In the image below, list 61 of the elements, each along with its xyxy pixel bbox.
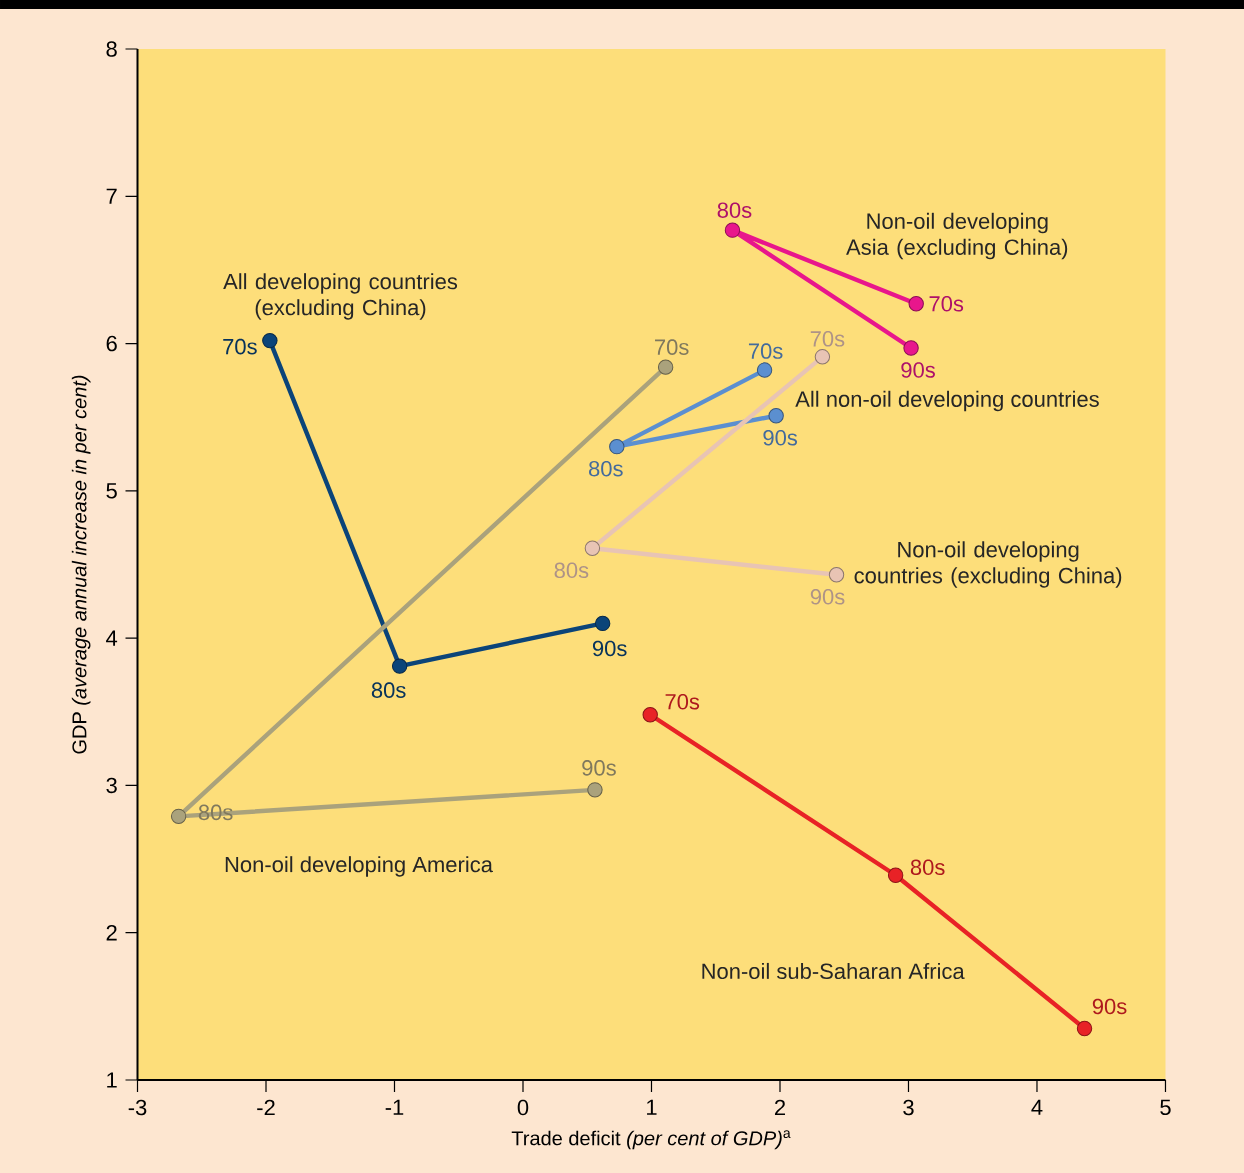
point: [724, 222, 741, 238]
annotation: 90s: [592, 640, 627, 657]
annotation: 70s: [665, 693, 700, 710]
annotation: 70s: [810, 331, 845, 347]
x-tick-label: -3: [128, 1099, 147, 1116]
annotation: 70s: [655, 339, 689, 355]
point: [642, 707, 658, 723]
x-axis-title: Trade deficit (per cent of GDP)$^{a}$: [511, 1130, 791, 1150]
point: [609, 438, 625, 455]
point: [756, 362, 773, 378]
x-tick-label: -2: [257, 1099, 275, 1116]
y-tick-label: 5: [106, 483, 117, 499]
x-tick-label: 2: [774, 1099, 786, 1116]
annotation: 90s: [901, 362, 935, 378]
series-label: Non-oil sub-Saharan Africa: [702, 962, 965, 980]
annotation: 70s: [223, 338, 257, 355]
point: [262, 332, 278, 349]
annotation: 80s: [554, 562, 589, 579]
point: [657, 359, 674, 375]
series-label: Non-oil developing Asia (excluding China): [846, 212, 1068, 260]
annotation: 70s: [748, 343, 783, 359]
annotation: 90s: [763, 429, 798, 446]
point: [587, 782, 603, 798]
series-label: All developing countries (excluding China): [223, 273, 458, 320]
point: [1076, 1020, 1093, 1037]
x-tick-label: 1: [647, 1099, 657, 1115]
annotation: 70s: [929, 296, 964, 312]
point: [814, 349, 831, 365]
y-axis-title: GDP (average annual increase in per cent): [71, 375, 91, 754]
y-tick-label: 1: [107, 1072, 117, 1088]
y-tick-label: 4: [106, 630, 118, 646]
x-tick-label: 0: [517, 1099, 529, 1116]
point: [903, 340, 919, 356]
series-label: All non-oil developing countries: [795, 390, 1099, 412]
y-tick-label: 7: [106, 188, 117, 204]
annotation: 90s: [810, 589, 845, 605]
point: [768, 408, 784, 424]
point: [594, 615, 611, 632]
x-tick-label: -1: [385, 1099, 404, 1115]
y-tick-label: 6: [106, 335, 117, 352]
annotation: 80s: [198, 804, 233, 821]
y-tick-label: 3: [106, 777, 117, 794]
x-tick-label: 4: [1031, 1099, 1043, 1115]
point: [170, 808, 187, 825]
point: [887, 867, 904, 883]
annotation: 80s: [717, 202, 752, 218]
annotation: 80s: [910, 859, 945, 876]
point: [584, 540, 601, 556]
annotation: 90s: [582, 760, 616, 776]
x-tick-label: 5: [1160, 1099, 1171, 1116]
point: [391, 658, 408, 674]
annotation: 80s: [589, 460, 623, 477]
point: [908, 296, 924, 312]
annotation: 80s: [371, 682, 406, 698]
series-label: Non-oil developing America: [225, 856, 493, 877]
point: [828, 567, 845, 583]
series-label: Non-oil developing countries (excluding China): [854, 541, 1122, 588]
x-tick-label: 3: [903, 1099, 914, 1116]
annotation: 90s: [1092, 998, 1127, 1015]
y-tick-label: 2: [106, 925, 117, 941]
y-tick-label: 8: [106, 41, 117, 57]
